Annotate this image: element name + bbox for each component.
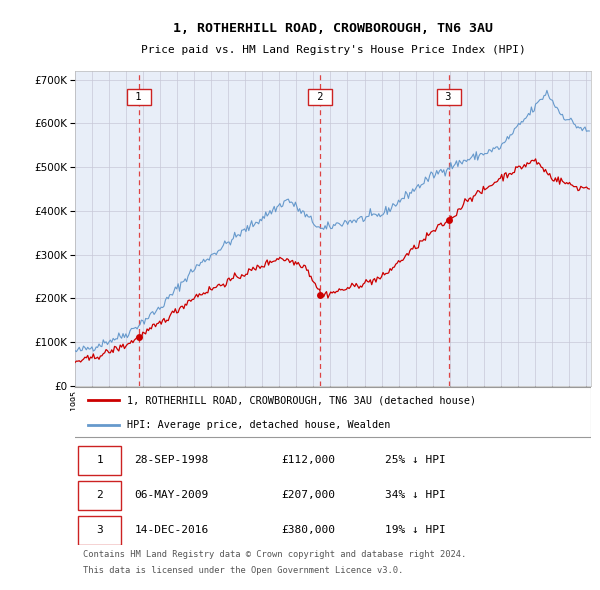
Text: 19% ↓ HPI: 19% ↓ HPI xyxy=(385,525,445,535)
Text: 1, ROTHERHILL ROAD, CROWBOROUGH, TN6 3AU (detached house): 1, ROTHERHILL ROAD, CROWBOROUGH, TN6 3AU… xyxy=(127,395,476,405)
FancyBboxPatch shape xyxy=(73,388,591,437)
Text: £380,000: £380,000 xyxy=(281,525,335,535)
Text: 2: 2 xyxy=(311,92,329,102)
Text: 1: 1 xyxy=(130,92,148,102)
Text: 14-DEC-2016: 14-DEC-2016 xyxy=(134,525,209,535)
Text: 34% ↓ HPI: 34% ↓ HPI xyxy=(385,490,445,500)
Text: HPI: Average price, detached house, Wealden: HPI: Average price, detached house, Weal… xyxy=(127,419,390,430)
Text: 2: 2 xyxy=(97,490,103,500)
Text: Contains HM Land Registry data © Crown copyright and database right 2024.: Contains HM Land Registry data © Crown c… xyxy=(83,550,466,559)
Text: 1, ROTHERHILL ROAD, CROWBOROUGH, TN6 3AU: 1, ROTHERHILL ROAD, CROWBOROUGH, TN6 3AU xyxy=(173,22,493,35)
Text: 25% ↓ HPI: 25% ↓ HPI xyxy=(385,455,445,465)
Text: 1: 1 xyxy=(97,455,103,465)
Text: 06-MAY-2009: 06-MAY-2009 xyxy=(134,490,209,500)
Text: 3: 3 xyxy=(439,92,458,102)
Text: This data is licensed under the Open Government Licence v3.0.: This data is licensed under the Open Gov… xyxy=(83,566,403,575)
Text: 28-SEP-1998: 28-SEP-1998 xyxy=(134,455,209,465)
Text: £207,000: £207,000 xyxy=(281,490,335,500)
Text: 3: 3 xyxy=(97,525,103,535)
FancyBboxPatch shape xyxy=(77,447,121,475)
Text: £112,000: £112,000 xyxy=(281,455,335,465)
Text: Price paid vs. HM Land Registry's House Price Index (HPI): Price paid vs. HM Land Registry's House … xyxy=(140,45,526,54)
FancyBboxPatch shape xyxy=(77,481,121,510)
FancyBboxPatch shape xyxy=(77,516,121,545)
